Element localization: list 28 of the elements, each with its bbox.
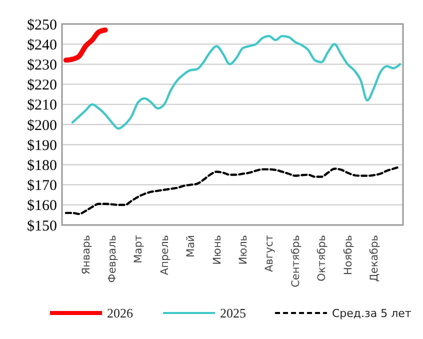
x-tick-label: Май [185,235,198,258]
legend-label: Сред.за 5 лет [332,306,412,320]
y-tick-label: $230 [27,57,57,74]
x-tick-label: Ноябрь [342,235,354,275]
x-tick-label: Март [132,235,145,264]
line-series [71,34,402,130]
y-tick-label: $180 [27,158,57,174]
y-tick-label: $170 [27,178,57,194]
x-tick-label: Август [264,235,276,272]
y-tick-label: $250 [27,17,57,34]
x-tick-label: Февраль [106,235,119,283]
x-tick-label: Июль [238,235,250,265]
y-tick-label: $200 [27,118,57,134]
x-tick-label: Июнь [211,235,224,265]
x-tick-label: Сентябрь [290,235,302,288]
x-tick-label: Декабрь [368,235,380,282]
y-tick-label: $220 [27,78,57,94]
x-tick-label: Январь [80,235,92,275]
y-tick-label: $160 [27,198,57,214]
y-tick-label: $210 [27,98,57,114]
y-tick-label: $150 [27,218,57,234]
legend-label: 2025 [220,306,246,321]
y-tick-label: $190 [27,138,57,154]
y-tick-label: $240 [27,37,57,54]
x-tick-label: Октябрь [316,235,328,282]
x-tick-label: Апрель [158,235,171,276]
legend-label: 2026 [107,306,134,321]
line-series [64,166,402,216]
